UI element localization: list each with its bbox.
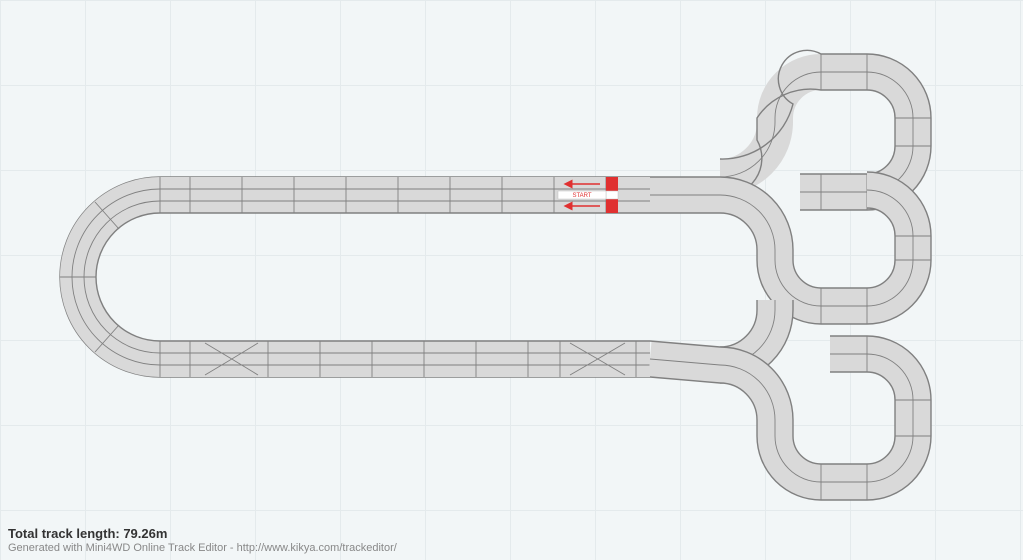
track-body: START — [60, 50, 931, 500]
total-length-label: Total track length: 79.26m — [8, 526, 397, 541]
credit-line: Generated with Mini4WD Online Track Edit… — [8, 542, 397, 554]
track-diagram: START — [0, 0, 1023, 560]
length-value: 79.26m — [123, 526, 167, 541]
start-label: START — [572, 193, 591, 199]
length-prefix: Total track length: — [8, 526, 123, 541]
footer: Total track length: 79.26m Generated wit… — [8, 526, 397, 554]
